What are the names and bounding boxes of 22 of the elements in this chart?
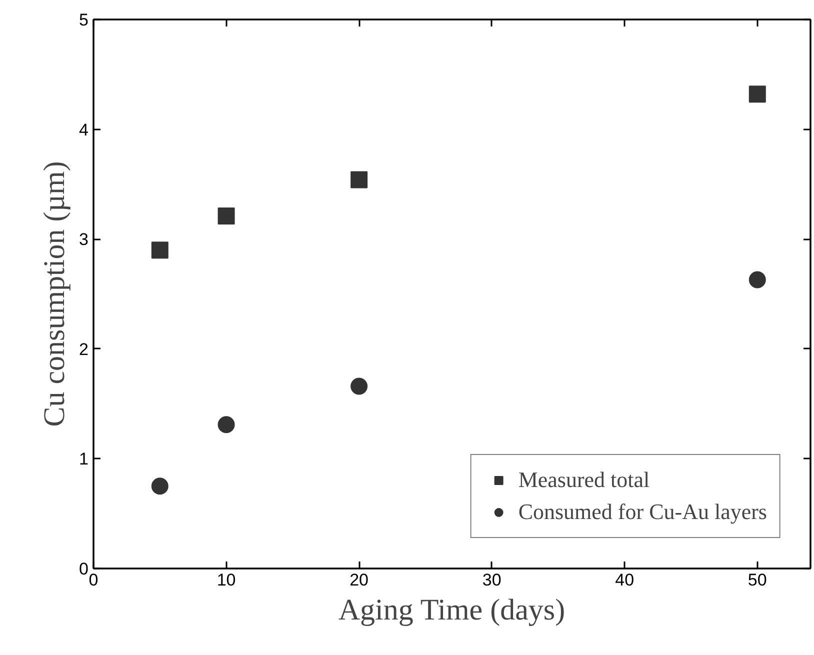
x-tick-label: 10	[216, 570, 236, 590]
point	[350, 378, 368, 395]
y-tick-label: 2	[79, 340, 89, 359]
legend-label: Measured total	[518, 467, 650, 493]
y-tick-label: 1	[79, 450, 89, 469]
x-tick-label: 40	[615, 570, 634, 590]
point	[151, 242, 168, 259]
y-tick-label: 5	[79, 10, 89, 30]
y-tick-label: 4	[79, 120, 89, 140]
x-tick-label: 50	[748, 570, 767, 590]
point	[350, 171, 368, 188]
point	[218, 208, 235, 225]
legend-label: Consumed for Cu-Au layers	[518, 499, 767, 525]
y-tick-label: 3	[79, 230, 89, 250]
point	[151, 478, 168, 495]
x-tick-label: 20	[350, 570, 369, 590]
y-axis-title: Cu consumption (µm)	[38, 161, 72, 427]
x-tick-label: 30	[482, 570, 502, 590]
point	[218, 416, 235, 434]
x-axis-title: Aging Time (days)	[338, 594, 566, 626]
point	[748, 86, 766, 103]
point	[748, 271, 766, 288]
